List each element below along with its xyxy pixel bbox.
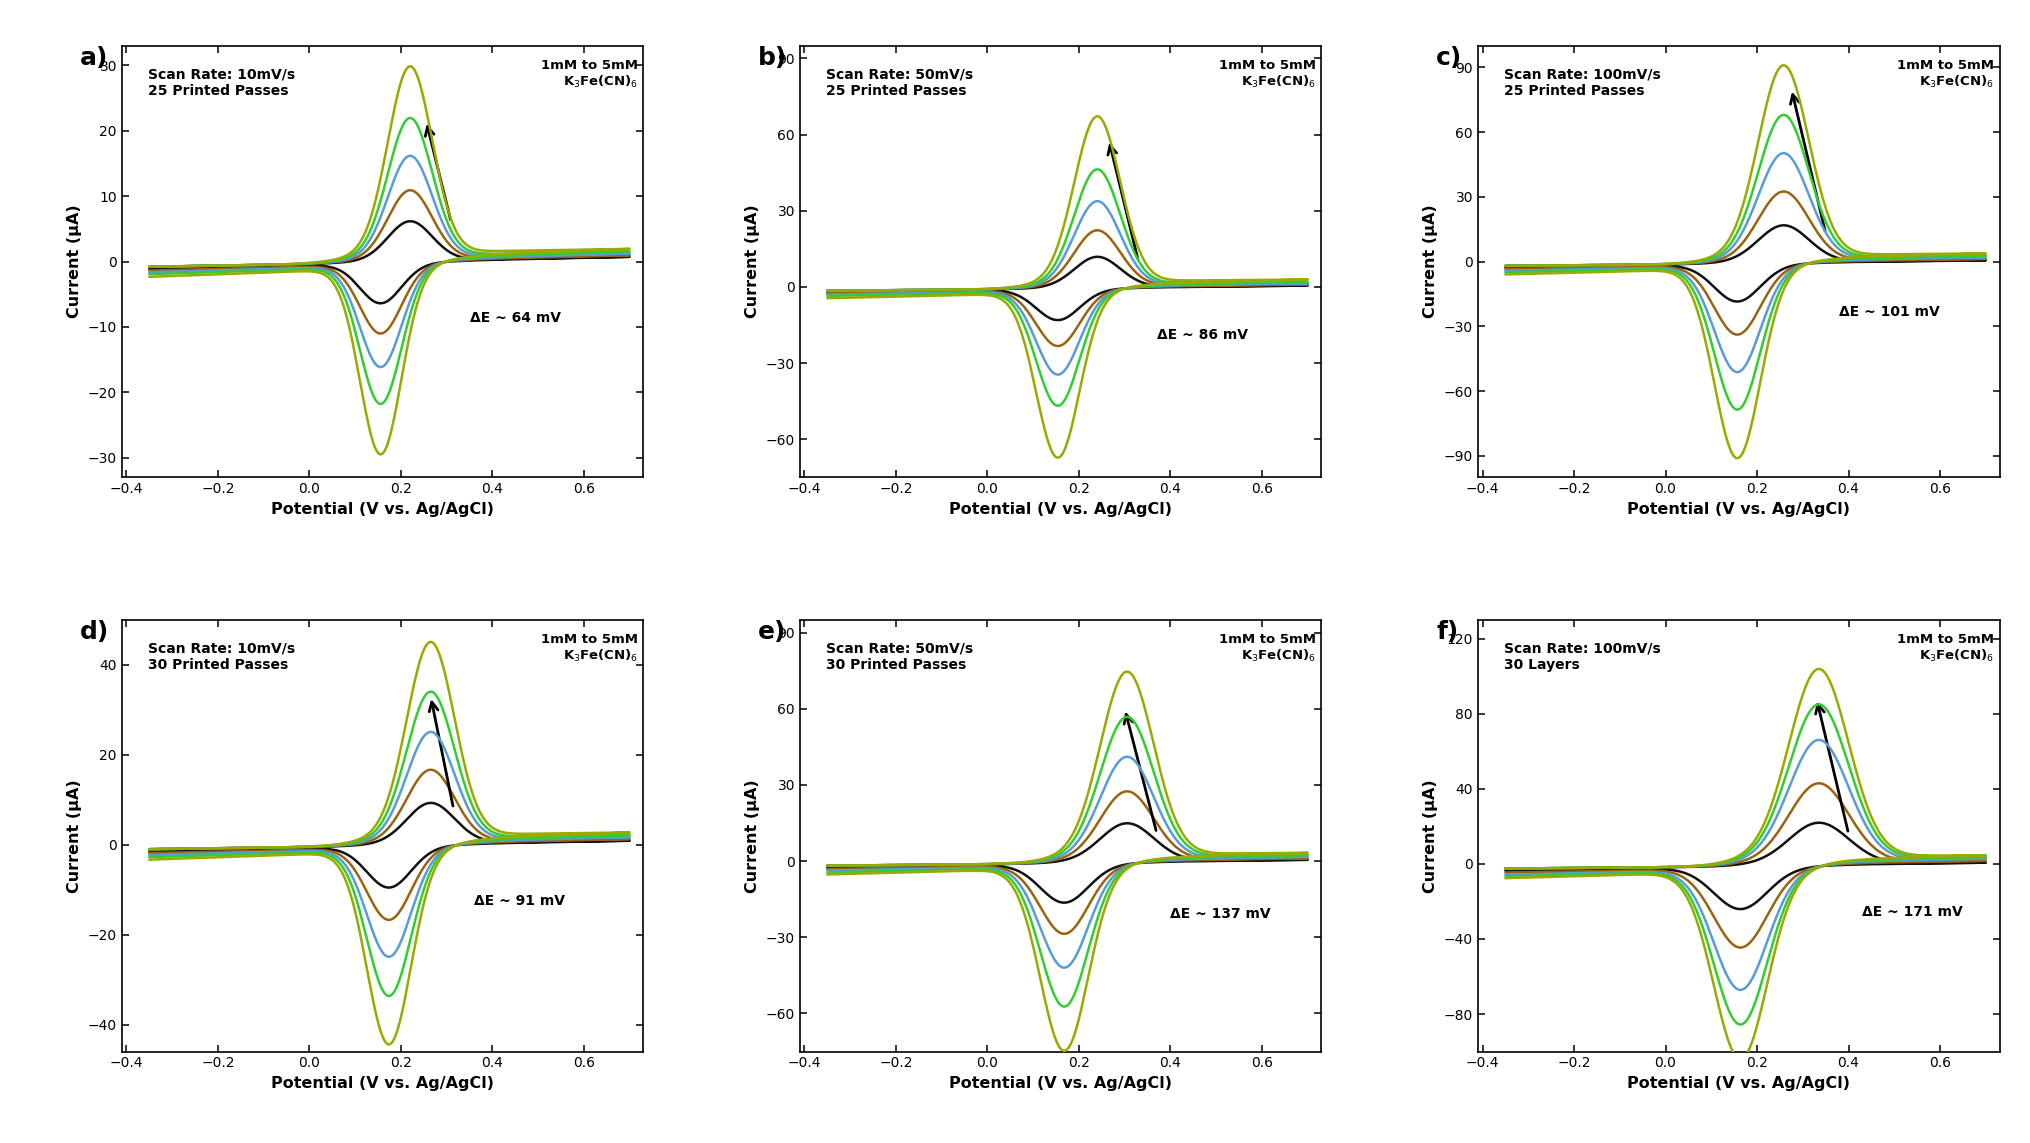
Text: Scan Rate: 10mV/s
30 Printed Passes: Scan Rate: 10mV/s 30 Printed Passes	[148, 641, 294, 672]
Y-axis label: Current (μA): Current (μA)	[745, 205, 759, 319]
Text: 1mM to 5mM
K$_3$Fe(CN)$_6$: 1mM to 5mM K$_3$Fe(CN)$_6$	[1220, 58, 1315, 90]
Text: ΔE ~ 91 mV: ΔE ~ 91 mV	[475, 894, 564, 909]
Text: 1mM to 5mM
K$_3$Fe(CN)$_6$: 1mM to 5mM K$_3$Fe(CN)$_6$	[542, 633, 637, 664]
Text: a): a)	[79, 46, 108, 70]
X-axis label: Potential (V vs. Ag/AgCl): Potential (V vs. Ag/AgCl)	[950, 1076, 1171, 1090]
Text: Scan Rate: 100mV/s
25 Printed Passes: Scan Rate: 100mV/s 25 Printed Passes	[1504, 67, 1661, 97]
Text: ΔE ~ 137 mV: ΔE ~ 137 mV	[1171, 906, 1271, 921]
X-axis label: Potential (V vs. Ag/AgCl): Potential (V vs. Ag/AgCl)	[1628, 502, 1849, 517]
Text: Scan Rate: 50mV/s
30 Printed Passes: Scan Rate: 50mV/s 30 Printed Passes	[826, 641, 972, 672]
Text: 1mM to 5mM
K$_3$Fe(CN)$_6$: 1mM to 5mM K$_3$Fe(CN)$_6$	[1220, 633, 1315, 664]
Text: b): b)	[757, 46, 788, 70]
Text: ΔE ~ 64 mV: ΔE ~ 64 mV	[469, 311, 560, 325]
Text: c): c)	[1437, 46, 1462, 70]
Text: ΔE ~ 86 mV: ΔE ~ 86 mV	[1157, 328, 1248, 342]
Text: 1mM to 5mM
K$_3$Fe(CN)$_6$: 1mM to 5mM K$_3$Fe(CN)$_6$	[1898, 58, 1993, 90]
Text: Scan Rate: 100mV/s
30 Layers: Scan Rate: 100mV/s 30 Layers	[1504, 641, 1661, 672]
Y-axis label: Current (μA): Current (μA)	[1423, 778, 1439, 893]
Text: 1mM to 5mM
K$_3$Fe(CN)$_6$: 1mM to 5mM K$_3$Fe(CN)$_6$	[1898, 633, 1993, 664]
Text: Scan Rate: 50mV/s
25 Printed Passes: Scan Rate: 50mV/s 25 Printed Passes	[826, 67, 972, 97]
Text: ΔE ~ 101 mV: ΔE ~ 101 mV	[1839, 305, 1941, 319]
Text: d): d)	[79, 620, 110, 644]
Text: f): f)	[1437, 620, 1458, 644]
X-axis label: Potential (V vs. Ag/AgCl): Potential (V vs. Ag/AgCl)	[1628, 1076, 1849, 1090]
Text: ΔE ~ 171 mV: ΔE ~ 171 mV	[1862, 905, 1963, 919]
Y-axis label: Current (μA): Current (μA)	[1423, 205, 1439, 319]
Text: e): e)	[757, 620, 786, 644]
X-axis label: Potential (V vs. Ag/AgCl): Potential (V vs. Ag/AgCl)	[272, 1076, 493, 1090]
Y-axis label: Current (μA): Current (μA)	[67, 778, 83, 893]
Text: Scan Rate: 10mV/s
25 Printed Passes: Scan Rate: 10mV/s 25 Printed Passes	[148, 67, 294, 97]
X-axis label: Potential (V vs. Ag/AgCl): Potential (V vs. Ag/AgCl)	[950, 502, 1171, 517]
X-axis label: Potential (V vs. Ag/AgCl): Potential (V vs. Ag/AgCl)	[272, 502, 493, 517]
Y-axis label: Current (μA): Current (μA)	[67, 205, 81, 319]
Y-axis label: Current (μA): Current (μA)	[745, 778, 759, 893]
Text: 1mM to 5mM
K$_3$Fe(CN)$_6$: 1mM to 5mM K$_3$Fe(CN)$_6$	[542, 58, 637, 90]
